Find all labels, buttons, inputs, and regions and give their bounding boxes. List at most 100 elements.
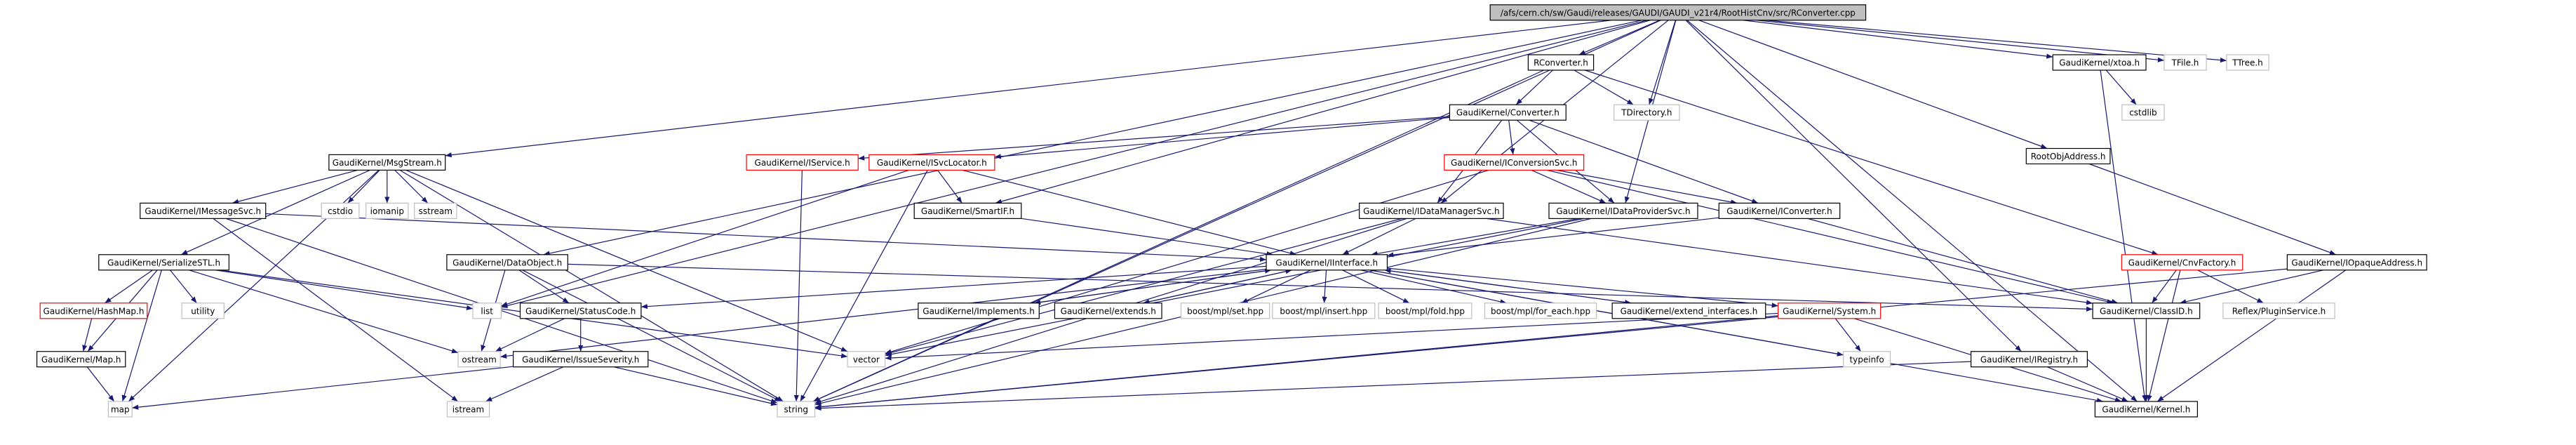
node-label: istream: [452, 404, 484, 414]
edge: [501, 20, 1648, 309]
edge: [225, 218, 778, 404]
node-box: [1359, 202, 1504, 219]
edge: [812, 69, 1544, 402]
edge: [1360, 270, 1507, 305]
edge: [1371, 218, 1579, 256]
edges: [82, 20, 2347, 411]
edge: [640, 265, 1267, 310]
node-label: boost/mpl/insert.hpp: [1280, 306, 1367, 316]
node-label: vector: [853, 354, 880, 364]
edge: [132, 366, 514, 410]
node-label: GaudiKernel/xtoa.h: [2059, 58, 2140, 68]
node-label: GaudiKernel/IConverter.h: [1726, 206, 1832, 216]
edge: [1686, 20, 2138, 402]
node-box: [1444, 154, 1585, 171]
node-box: [1378, 303, 1473, 319]
node-label: TTree.h: [2232, 58, 2263, 68]
edge: [1143, 269, 1292, 304]
edge: [2197, 270, 2264, 304]
node-box: [918, 303, 1040, 319]
node-box: [1971, 351, 2088, 368]
edge: [962, 169, 1296, 256]
edge: [2105, 69, 2137, 105]
node-label: GaudiKernel/DataObject.h: [452, 258, 562, 267]
edge: [485, 366, 564, 402]
node-box: [1778, 303, 1881, 319]
edge: [543, 20, 1642, 256]
edge: [1685, 20, 2022, 352]
node-box: [746, 154, 859, 171]
edge: [1574, 69, 1634, 105]
edge: [501, 169, 909, 307]
edge: [522, 270, 781, 402]
edge: [812, 20, 1661, 402]
node-box: [2121, 104, 2165, 121]
node-box: [1449, 104, 1567, 121]
node-label: GaudiKernel/Kernel.h: [2102, 404, 2190, 414]
node-box: [1548, 202, 1698, 219]
node-box: [1180, 303, 1270, 319]
node-box: [1489, 4, 1867, 21]
edge: [213, 218, 459, 402]
edge: [180, 169, 370, 255]
node-box: [913, 202, 1022, 219]
node-box: [2222, 303, 2335, 319]
edge: [1322, 270, 1327, 303]
node-box: [1484, 303, 1597, 319]
edge: [800, 170, 928, 402]
node-label: boost/mpl/fold.hpp: [1386, 306, 1465, 316]
node-label: GaudiKernel/ISvcLocator.h: [877, 158, 987, 168]
edge: [105, 270, 153, 304]
node-label: GaudiKernel/IService.h: [755, 158, 850, 168]
node-label: string: [784, 404, 808, 414]
edge: [995, 20, 1651, 204]
edge: [2180, 270, 2323, 305]
node-box: [107, 401, 133, 418]
edge: [793, 170, 803, 401]
node-box: [1272, 303, 1376, 319]
edge: [170, 270, 197, 304]
node-label: GaudiKernel/IInterface.h: [1275, 258, 1378, 267]
edge: [1021, 218, 1273, 257]
node-box: [328, 154, 446, 171]
node-box: [36, 351, 126, 368]
edge: [86, 366, 115, 402]
node-label: GaudiKernel/Map.h: [41, 354, 121, 364]
node-box: [365, 202, 409, 219]
node-label: GaudiKernel/ClassID.h: [2100, 306, 2193, 316]
node-label: GaudiKernel/IssueSeverity.h: [522, 354, 639, 364]
edge: [82, 318, 93, 352]
edge: [500, 269, 1267, 359]
node-label: GaudiKernel/SerializeSTL.h: [107, 258, 220, 267]
node-label: boost/mpl/for_each.hpp: [1491, 306, 1590, 316]
node-box: [847, 351, 886, 368]
edge: [121, 270, 162, 402]
node-box: [777, 401, 816, 418]
edge: [1529, 119, 1759, 204]
node-label: Reflex/PluginService.h: [2232, 306, 2326, 316]
edge: [1384, 268, 1632, 304]
node-box: [39, 303, 148, 319]
edge: [1486, 218, 2093, 305]
edge: [1034, 268, 1272, 304]
edge: [814, 361, 1971, 411]
edge: [614, 366, 778, 406]
node-label: iomanip: [370, 206, 404, 216]
node-box: [512, 351, 649, 368]
node-box: [446, 401, 490, 418]
node-label: GaudiKernel/IDataProviderSvc.h: [1556, 206, 1690, 216]
edge: [1342, 270, 1410, 304]
node-box: [2094, 401, 2198, 418]
edge: [1387, 267, 1778, 308]
edge: [232, 169, 358, 204]
node-label: RootObjAddress.h: [2031, 152, 2106, 161]
edge: [1698, 20, 2048, 150]
edge: [937, 170, 962, 204]
node-label: utility: [191, 306, 215, 316]
edge: [2152, 270, 2177, 304]
node-label: boost/mpl/set.hpp: [1187, 306, 1263, 316]
edge: [885, 169, 1489, 354]
node-box: [2226, 54, 2269, 71]
